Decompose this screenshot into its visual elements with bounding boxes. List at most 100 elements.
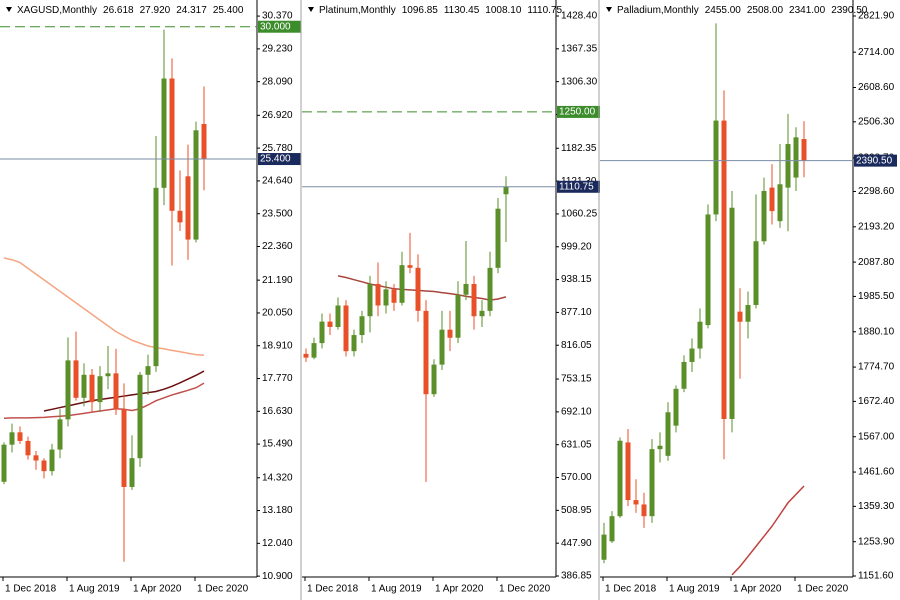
x-tick-label: 1 Dec 2018 — [307, 584, 359, 595]
moving-average — [337, 275, 507, 301]
y-tick-label: 2087.80 — [858, 257, 895, 268]
candle-body — [335, 305, 341, 327]
y-tick-label: 25.780 — [262, 143, 293, 154]
chart-header: Platinum,Monthly 1096.85 1130.45 1008.10 111… — [319, 5, 563, 16]
candle-body — [145, 366, 151, 375]
candle-body — [129, 458, 135, 487]
candle-body — [753, 241, 759, 305]
y-tick-label: 16.630 — [262, 406, 293, 417]
candle-body — [641, 504, 647, 517]
y-tick-label: 1359.30 — [858, 501, 895, 512]
candle-body — [137, 374, 143, 459]
candle-body — [471, 283, 477, 317]
candle-body — [319, 321, 325, 344]
candle-body — [161, 78, 167, 188]
y-tick-label: 30.370 — [262, 11, 293, 22]
header-menu-icon — [606, 7, 612, 12]
y-tick-label: 2608.60 — [858, 82, 895, 93]
candle-body — [431, 364, 437, 395]
y-tick-label: 1985.50 — [858, 291, 895, 302]
header-ohlc: 26.618 — [103, 5, 134, 16]
candle-body — [343, 305, 349, 352]
price-level-label: 1250.00 — [559, 107, 596, 118]
x-tick-label: 1 Aug 2019 — [69, 584, 120, 595]
header-ohlc: 1096.85 — [402, 5, 439, 16]
candle-body — [503, 186, 509, 195]
candle-body — [785, 144, 791, 188]
candle-body — [89, 374, 95, 403]
candle-body — [737, 311, 743, 322]
candle-body — [9, 432, 15, 445]
x-tick-label: 1 Apr 2020 — [435, 584, 484, 595]
y-tick-label: 10.900 — [262, 571, 293, 582]
y-tick-label: 28.090 — [262, 76, 293, 87]
candle-body — [33, 455, 39, 461]
candle-body — [49, 449, 55, 472]
y-tick-label: 570.00 — [561, 472, 592, 483]
header-symbol: Platinum,Monthly — [319, 5, 396, 16]
candle-body — [351, 335, 357, 352]
candle-body — [649, 449, 655, 517]
candle-body — [721, 120, 727, 419]
x-tick-label: 1 Apr 2020 — [733, 584, 782, 595]
candle-body — [617, 440, 623, 517]
candle-body — [311, 343, 317, 358]
y-tick-label: 447.90 — [561, 538, 592, 549]
x-tick-label: 1 Dec 2020 — [797, 584, 849, 595]
candle-body — [375, 283, 381, 306]
candle-body — [185, 176, 191, 240]
y-tick-label: 15.490 — [262, 439, 293, 450]
moving-average — [731, 485, 805, 576]
y-tick-label: 1151.60 — [858, 571, 894, 582]
y-tick-label: 26.920 — [262, 110, 293, 121]
candle-body — [415, 267, 421, 311]
candle-body — [673, 388, 679, 426]
candle-body — [447, 329, 453, 338]
x-tick-label: 1 Dec 2018 — [5, 584, 57, 595]
candle-body — [17, 432, 23, 441]
candle-body — [73, 360, 79, 398]
header-symbol: XAGUSD,Monthly — [17, 5, 97, 16]
header-ohlc: 24.317 — [176, 5, 207, 16]
candle-body — [689, 348, 695, 362]
candle-body — [303, 353, 309, 358]
price-level-label: 2390.50 — [856, 155, 893, 166]
x-tick-label: 1 Dec 2020 — [499, 584, 551, 595]
candle-body — [25, 440, 31, 456]
candle-body — [65, 360, 71, 420]
header-ohlc: 25.400 — [213, 5, 244, 16]
candle-body — [455, 294, 461, 338]
chart-header: Palladium,Monthly 2455.00 2508.00 2341.00 23… — [617, 5, 868, 16]
candle-body — [801, 139, 807, 161]
x-tick-label: 1 Dec 2020 — [197, 584, 249, 595]
candle-body — [793, 137, 799, 178]
candle-body — [359, 316, 365, 336]
y-tick-label: 508.95 — [561, 505, 592, 516]
candle-body — [193, 130, 199, 240]
candle-body — [697, 321, 703, 349]
candle-body — [105, 373, 111, 377]
candle-body — [423, 310, 429, 395]
candle-body — [705, 214, 711, 326]
candle-body — [777, 184, 783, 222]
y-tick-label: 1306.30 — [561, 76, 598, 87]
y-tick-label: 816.05 — [561, 340, 592, 351]
y-tick-label: 1367.35 — [561, 43, 598, 54]
header-menu-icon — [308, 7, 314, 12]
candle-body — [113, 373, 119, 410]
chart-header: XAGUSD,Monthly 26.618 27.920 24.317 25.400 — [17, 5, 244, 16]
header-ohlc: 27.920 — [140, 5, 171, 16]
price-level-label: 1110.75 — [559, 181, 594, 192]
y-tick-label: 13.180 — [262, 505, 293, 516]
candle-body — [177, 210, 183, 223]
y-tick-label: 1253.90 — [858, 536, 895, 547]
y-tick-label: 2714.00 — [858, 47, 895, 58]
candle-body — [761, 190, 767, 242]
y-tick-label: 938.15 — [561, 274, 592, 285]
candle-body — [391, 289, 397, 303]
y-tick-label: 24.640 — [262, 176, 293, 187]
header-ohlc: 1110.75 — [527, 5, 562, 16]
candle-body — [745, 304, 751, 322]
candle-body — [327, 321, 333, 327]
